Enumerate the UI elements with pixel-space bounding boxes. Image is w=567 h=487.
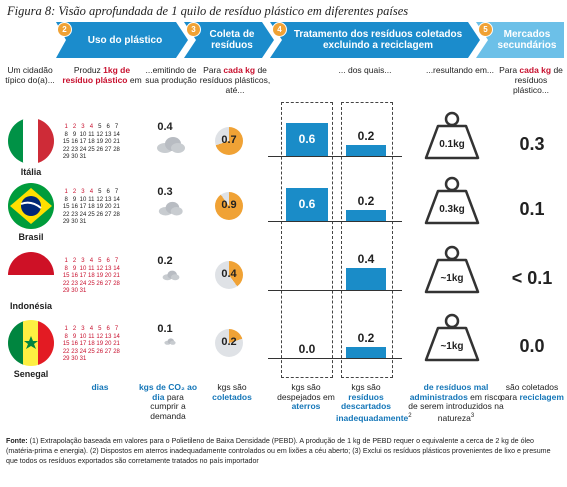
row-brazil-country-name: Brasil [18, 232, 44, 242]
footer-co2: kgs de CO₂ ao dia para cumprir a demanda [138, 382, 198, 421]
footer-recycling: são coletados para reciclagem [500, 382, 564, 402]
row-indonesia-risk-value: ~1kg [440, 273, 464, 284]
row-senegal-risk-value: ~1kg [440, 341, 464, 352]
row-senegal-emission-value: 0.1 [157, 323, 173, 335]
stage-3-label: Coleta de resíduos [209, 29, 255, 51]
italy-flag [8, 118, 54, 164]
row-indonesia-collected-value: 0.4 [221, 268, 237, 280]
row-italy-mismanaged-baseline [336, 156, 402, 157]
row-brazil-collected-value: 0.9 [221, 199, 237, 211]
header-resulting: ...resultando em... [425, 65, 495, 75]
row-indonesia-calendar: 1 2 3 4 5 6 7 8 9 10 11 12 13 14 15 16 17 18 19 20 21 22 23 24 2… [62, 258, 120, 294]
row-senegal-collected-value: 0.2 [221, 336, 237, 348]
row-senegal-weight-icon [424, 313, 480, 362]
row-brazil-collection-pie [215, 192, 243, 220]
indonesia-flag [8, 252, 54, 298]
footer-risk: de resíduos mal administrados em risco d… [408, 382, 504, 423]
row-italy-landfill-baseline [268, 156, 338, 157]
header-citizen: Um cidadão típico do(a)... [5, 65, 55, 85]
row-indonesia-recycling-value: < 0.1 [511, 268, 553, 288]
row-brazil-mismanaged-baseline [336, 221, 402, 222]
stage-4-label: Tratamento dos resíduos coletados exclui… [293, 29, 463, 51]
row-italy-landfill-bar [286, 123, 328, 156]
row-italy-recycling-value: 0.3 [519, 134, 545, 154]
row-senegal-landfill-value: 0.0 [298, 342, 316, 356]
row-indonesia-landfill-baseline [268, 290, 338, 291]
row-italy-co2-cloud-icon [157, 137, 185, 153]
row-italy-collection-pie [215, 127, 243, 155]
row-brazil-mismanaged-bar [346, 210, 386, 221]
row-brazil-calendar: 1 2 3 4 5 6 7 8 9 10 11 12 13 14 15 16 17 18 19 20 21 22 23 24 2… [62, 189, 120, 225]
row-senegal-calendar: 1 2 3 4 5 6 7 8 9 10 11 12 13 14 15 16 17 18 19 20 21 22 23 24 2… [62, 326, 120, 362]
row-indonesia-weight-icon [424, 245, 480, 294]
row-brazil-mismanaged-value: 0.2 [357, 194, 375, 208]
stage-2-badge: 2 [57, 22, 72, 37]
row-senegal-recycling-value: 0.0 [519, 336, 545, 356]
footer-days: dias [91, 382, 109, 392]
stage-2-label: Uso do plástico [87, 34, 163, 46]
header-secondary: Para cada kg de resíduos plástico... [499, 65, 563, 95]
row-brazil-landfill-baseline [268, 221, 338, 222]
row-italy-country-name: Itália [20, 167, 42, 177]
row-italy-weight-icon [424, 111, 480, 160]
figure-title: Figura 8: Visão aprofundada de 1 quilo d… [7, 4, 409, 18]
row-senegal-country-name: Senegal [13, 369, 49, 379]
stage-3-badge: 3 [186, 22, 201, 37]
row-senegal-mismanaged-bar [346, 347, 386, 358]
stage-5-badge: 5 [478, 22, 493, 37]
row-brazil-landfill-bar [286, 188, 328, 221]
row-italy-mismanaged-value: 0.2 [357, 129, 375, 143]
row-indonesia-country-name: Indonésia [9, 301, 52, 311]
footer-mismanaged: kgs são resíduos descartados inadequadam… [336, 382, 412, 423]
senegal-flag [8, 320, 54, 366]
header-collection: Para cada kg de resíduos plásticos, até.… [199, 65, 271, 95]
stage-4-badge: 4 [272, 22, 287, 37]
row-italy-emission-value: 0.4 [157, 121, 173, 133]
row-senegal-collection-pie [215, 329, 243, 357]
row-indonesia-collection-pie [215, 261, 243, 289]
row-senegal-mismanaged-value: 0.2 [357, 331, 375, 345]
row-indonesia-emission-value: 0.2 [157, 255, 173, 267]
brazil-flag [8, 183, 54, 229]
header-produces: Produz 1kg de resíduo plástico em [62, 65, 142, 85]
row-senegal-co2-cloud-icon [164, 338, 176, 345]
row-brazil-risk-value: 0.3kg [439, 204, 465, 215]
row-senegal-landfill-baseline [268, 358, 338, 359]
row-brazil-emission-value: 0.3 [157, 186, 173, 198]
row-indonesia-co2-cloud-icon [162, 270, 179, 281]
row-indonesia-mismanaged-baseline [336, 290, 402, 291]
row-brazil-recycling-value: 0.1 [519, 199, 545, 219]
row-brazil-weight-icon [424, 176, 480, 225]
header-emitting: ...emitindo de sua produção [145, 65, 197, 85]
footer-landfill: kgs são despejados em aterros [277, 382, 335, 411]
process-chevrons [56, 22, 564, 58]
row-italy-landfill-value: 0.6 [298, 131, 316, 146]
row-brazil-co2-cloud-icon [158, 201, 183, 216]
mismanaged-column-box [341, 102, 393, 378]
row-italy-calendar: 1 2 3 4 5 6 7 8 9 10 11 12 13 14 15 16 17 18 19 20 21 22 23 24 2… [62, 124, 120, 160]
footer-collected: kgs são coletados [212, 382, 252, 402]
row-indonesia-mismanaged-bar [346, 268, 386, 290]
row-senegal-mismanaged-baseline [336, 358, 402, 359]
stage-5-label: Mercados secundários [497, 29, 557, 51]
row-italy-risk-value: 0.1kg [439, 139, 465, 150]
landfill-column-box [281, 102, 333, 378]
row-italy-collected-value: 0.7 [221, 134, 237, 146]
row-brazil-landfill-value: 0.6 [298, 196, 316, 211]
source-note: Fonte: (1) Extrapolação baseada em valor… [6, 437, 551, 465]
header-of-which: ... dos quais... [338, 65, 392, 75]
row-indonesia-mismanaged-value: 0.4 [357, 252, 375, 266]
row-italy-mismanaged-bar [346, 145, 386, 156]
